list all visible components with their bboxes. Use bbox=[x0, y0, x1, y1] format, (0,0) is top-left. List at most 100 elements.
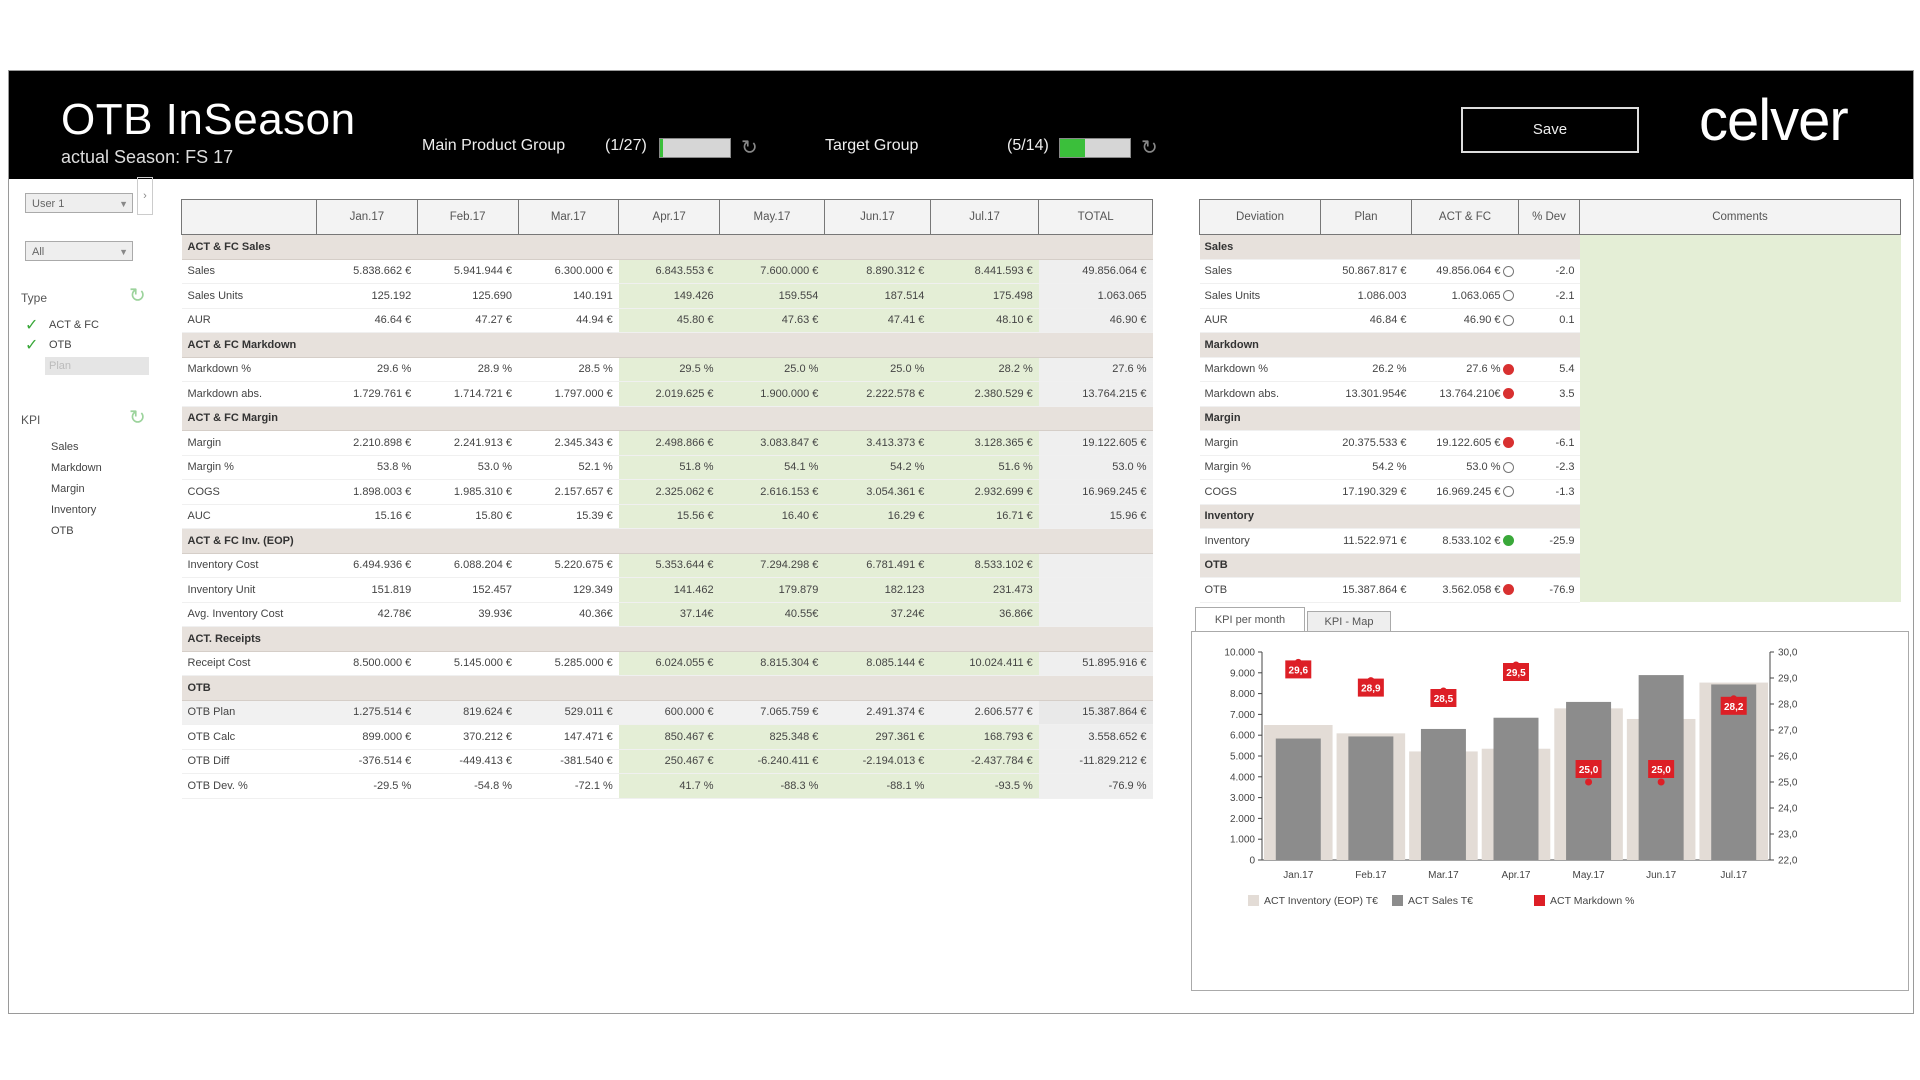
table-cell[interactable]: 40.55€ bbox=[719, 602, 825, 627]
table-cell[interactable]: -88.1 % bbox=[824, 773, 931, 799]
table-cell[interactable]: 42.78€ bbox=[316, 602, 418, 627]
table-cell[interactable]: 15.387.864 € bbox=[1038, 700, 1153, 725]
table-cell[interactable]: 1.898.003 € bbox=[316, 479, 418, 505]
save-button[interactable]: Save bbox=[1461, 107, 1639, 153]
table-cell[interactable]: 825.348 € bbox=[719, 724, 825, 750]
table-cell[interactable]: 6.843.553 € bbox=[618, 259, 720, 284]
table-cell[interactable]: 53.8 % bbox=[316, 455, 418, 480]
table-cell[interactable]: 8.815.304 € bbox=[719, 651, 825, 676]
table-cell[interactable]: 2.932.699 € bbox=[930, 479, 1039, 505]
table-cell[interactable]: 28.5 % bbox=[518, 357, 619, 382]
table-cell[interactable]: 47.63 € bbox=[719, 308, 825, 333]
table-cell[interactable]: 15.16 € bbox=[316, 504, 418, 529]
table-cell[interactable]: 8.500.000 € bbox=[316, 651, 418, 676]
table-cell[interactable]: -381.540 € bbox=[518, 749, 619, 774]
table-cell[interactable]: 1.985.310 € bbox=[417, 479, 519, 505]
table-cell[interactable]: 187.514 bbox=[824, 283, 931, 309]
table-cell[interactable]: 141.462 bbox=[618, 577, 720, 603]
table-cell[interactable]: -2.194.013 € bbox=[824, 749, 931, 774]
table-cell[interactable]: 147.471 € bbox=[518, 724, 619, 750]
table-cell[interactable]: 49.856.064 € bbox=[1038, 259, 1153, 284]
sales-bar[interactable] bbox=[1493, 717, 1539, 860]
table-cell[interactable]: 51.6 % bbox=[930, 455, 1039, 480]
table-cell[interactable]: 52.1 % bbox=[518, 455, 619, 480]
table-cell[interactable]: 2.222.578 € bbox=[824, 381, 931, 407]
type-item-plan[interactable]: Plan bbox=[45, 357, 149, 375]
table-cell[interactable]: 36.86€ bbox=[930, 602, 1039, 627]
table-cell[interactable]: 8.890.312 € bbox=[824, 259, 931, 284]
table-cell[interactable]: 231.473 bbox=[930, 577, 1039, 603]
table-cell[interactable]: 297.361 € bbox=[824, 724, 931, 750]
table-cell[interactable]: 8.533.102 € bbox=[930, 553, 1039, 578]
table-cell[interactable]: 47.41 € bbox=[824, 308, 931, 333]
table-cell[interactable]: 15.96 € bbox=[1038, 504, 1153, 529]
table-cell[interactable]: 15.39 € bbox=[518, 504, 619, 529]
table-cell[interactable]: 54.2 % bbox=[824, 455, 931, 480]
kpi-item-inventory[interactable]: Inventory bbox=[51, 504, 97, 516]
table-cell[interactable]: 2.157.657 € bbox=[518, 479, 619, 505]
table-cell[interactable]: 7.600.000 € bbox=[719, 259, 825, 284]
table-cell[interactable]: 2.210.898 € bbox=[316, 430, 418, 456]
table-cell[interactable]: 1.275.514 € bbox=[316, 700, 418, 725]
type-item-act-fc[interactable]: ACT & FC bbox=[49, 319, 99, 331]
table-cell[interactable]: 5.285.000 € bbox=[518, 651, 619, 676]
table-cell[interactable]: 37.14€ bbox=[618, 602, 720, 627]
table-cell[interactable]: 182.123 bbox=[824, 577, 931, 603]
table-cell[interactable]: 370.212 € bbox=[417, 724, 519, 750]
table-cell[interactable]: 2.606.577 € bbox=[930, 700, 1039, 725]
table-cell[interactable]: 1.714.721 € bbox=[417, 381, 519, 407]
table-cell[interactable]: 7.065.759 € bbox=[719, 700, 825, 725]
table-cell[interactable]: -54.8 % bbox=[417, 773, 519, 799]
table-cell[interactable]: 27.6 % bbox=[1038, 357, 1153, 382]
table-cell[interactable]: 51.895.916 € bbox=[1038, 651, 1153, 676]
table-cell[interactable]: 39.93€ bbox=[417, 602, 519, 627]
filter-select[interactable]: All ▼ bbox=[25, 241, 133, 261]
sales-bar[interactable] bbox=[1348, 736, 1394, 860]
table-cell[interactable]: 899.000 € bbox=[316, 724, 418, 750]
table-cell[interactable]: 2.241.913 € bbox=[417, 430, 519, 456]
table-cell[interactable]: 6.024.055 € bbox=[618, 651, 720, 676]
table-cell[interactable]: 168.793 € bbox=[930, 724, 1039, 750]
table-cell[interactable]: 29.5 % bbox=[618, 357, 720, 382]
check-icon[interactable]: ✓ bbox=[25, 337, 39, 354]
tab-kpi-per-month[interactable]: KPI per month bbox=[1195, 607, 1305, 632]
target-group-refresh-icon[interactable]: ↻ bbox=[1141, 137, 1158, 159]
table-cell[interactable]: 2.325.062 € bbox=[618, 479, 720, 505]
kpi-item-sales[interactable]: Sales bbox=[51, 441, 79, 453]
table-cell[interactable]: 16.71 € bbox=[930, 504, 1039, 529]
table-cell[interactable]: 16.29 € bbox=[824, 504, 931, 529]
table-cell[interactable]: 15.80 € bbox=[417, 504, 519, 529]
table-cell[interactable]: 3.413.373 € bbox=[824, 430, 931, 456]
table-cell[interactable]: 5.941.944 € bbox=[417, 259, 519, 284]
table-cell[interactable]: 7.294.298 € bbox=[719, 553, 825, 578]
table-cell[interactable]: -449.413 € bbox=[417, 749, 519, 774]
table-cell[interactable]: -76.9 % bbox=[1038, 773, 1153, 799]
table-cell[interactable]: 15.56 € bbox=[618, 504, 720, 529]
sales-bar[interactable] bbox=[1275, 738, 1321, 860]
table-cell[interactable]: 25.0 % bbox=[719, 357, 825, 382]
table-cell[interactable]: -6.240.411 € bbox=[719, 749, 825, 774]
table-cell[interactable]: 16.969.245 € bbox=[1038, 479, 1153, 505]
table-cell[interactable]: 1.729.761 € bbox=[316, 381, 418, 407]
table-cell[interactable]: 1.900.000 € bbox=[719, 381, 825, 407]
markdown-point[interactable] bbox=[1585, 778, 1593, 786]
table-cell[interactable]: 8.085.144 € bbox=[824, 651, 931, 676]
kpi-refresh-icon[interactable]: ↻ bbox=[129, 407, 146, 429]
table-cell[interactable]: -29.5 % bbox=[316, 773, 418, 799]
sales-bar[interactable] bbox=[1420, 728, 1466, 860]
table-cell[interactable]: 2.380.529 € bbox=[930, 381, 1039, 407]
panel-expand-toggle[interactable]: › bbox=[137, 177, 153, 215]
table-cell[interactable]: 19.122.605 € bbox=[1038, 430, 1153, 456]
kpi-item-margin[interactable]: Margin bbox=[51, 483, 85, 495]
table-cell[interactable]: 6.494.936 € bbox=[316, 553, 418, 578]
table-cell[interactable]: 3.083.847 € bbox=[719, 430, 825, 456]
comments-area[interactable] bbox=[1579, 234, 1901, 602]
table-cell[interactable]: 175.498 bbox=[930, 283, 1039, 309]
markdown-point[interactable] bbox=[1657, 778, 1665, 786]
table-cell[interactable]: 6.088.204 € bbox=[417, 553, 519, 578]
table-cell[interactable]: 3.128.365 € bbox=[930, 430, 1039, 456]
table-cell[interactable]: 13.764.215 € bbox=[1038, 381, 1153, 407]
table-cell[interactable]: 29.6 % bbox=[316, 357, 418, 382]
check-icon[interactable]: ✓ bbox=[25, 317, 39, 334]
table-cell[interactable]: 53.0 % bbox=[417, 455, 519, 480]
